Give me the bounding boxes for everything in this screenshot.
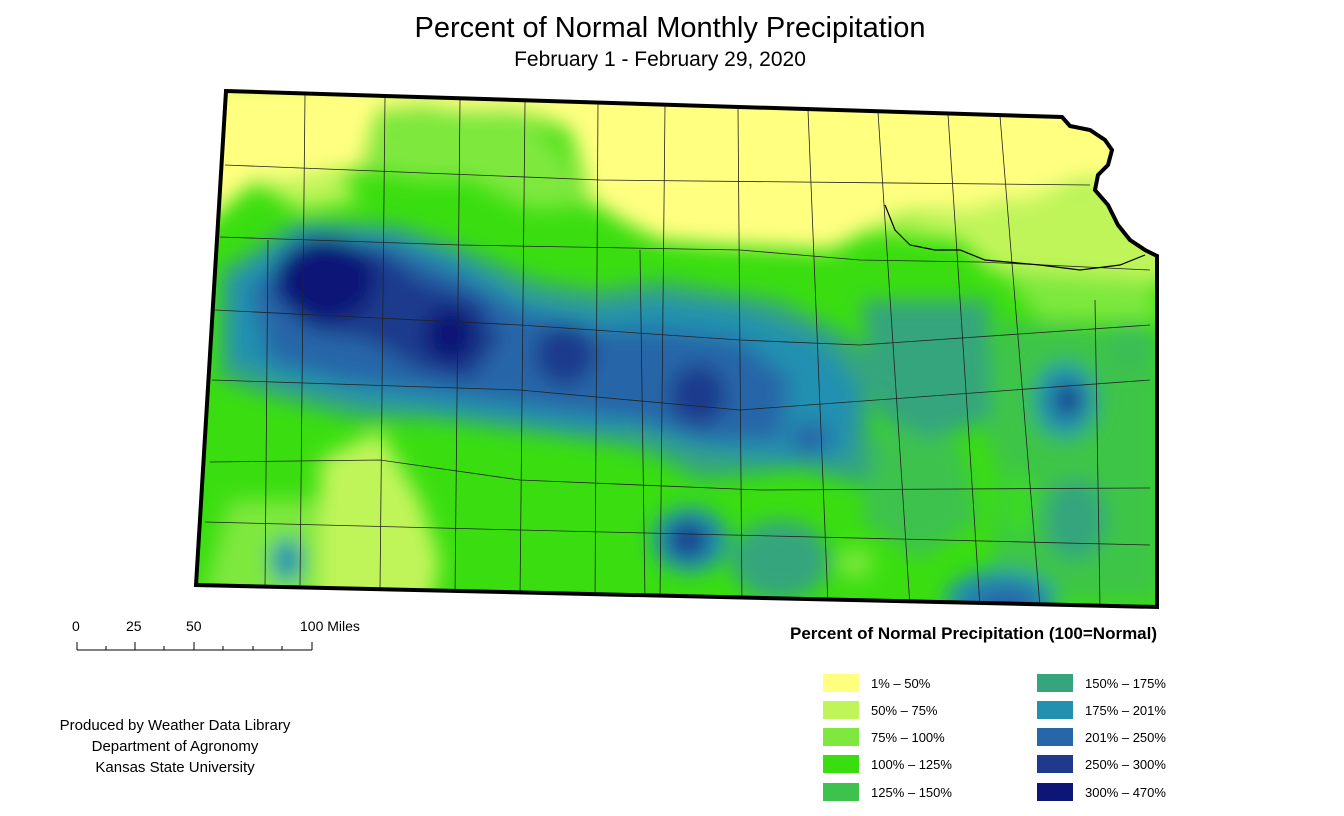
scale-label-50: 50: [186, 618, 202, 634]
map-subtitle: February 1 - February 29, 2020: [514, 48, 806, 71]
credit-line-2: Department of Agronomy: [91, 738, 259, 755]
state-border: [193, 88, 1159, 610]
legend-item: 150% – 175%: [1037, 673, 1166, 693]
river-line: [884, 204, 1146, 271]
legend-swatch: [1037, 783, 1073, 801]
legend-swatch: [1037, 755, 1073, 773]
legend-label: 300% – 470%: [1085, 784, 1166, 800]
legend-item: 100% – 125%: [823, 754, 952, 774]
legend-label: 1% – 50%: [871, 675, 931, 691]
legend-item: 125% – 150%: [823, 782, 952, 802]
legend-item: 201% – 250%: [1037, 727, 1166, 747]
legend-swatch: [823, 755, 859, 773]
legend-label: 100% – 125%: [871, 756, 952, 772]
legend-label: 125% – 150%: [871, 784, 952, 800]
county-lines: [204, 94, 1151, 607]
legend-swatch: [1037, 728, 1073, 746]
legend-label: 250% – 300%: [1085, 756, 1166, 772]
legend-swatch: [1037, 701, 1073, 719]
legend-title: Percent of Normal Precipitation (100=Nor…: [790, 624, 1158, 643]
credit-line-3: Kansas State University: [95, 759, 255, 776]
legend-item: 250% – 300%: [1037, 754, 1166, 774]
legend-label: 50% – 75%: [871, 702, 938, 718]
legend-item: 175% – 201%: [1037, 700, 1166, 720]
scale-bar: [76, 642, 313, 651]
legend-label: 175% – 201%: [1085, 702, 1166, 718]
legend-item: 50% – 75%: [823, 700, 938, 720]
credit-line-1: Produced by Weather Data Library: [59, 717, 291, 734]
scale-label-0: 0: [72, 618, 80, 634]
legend-swatch: [823, 728, 859, 746]
precipitation-surface: [196, 91, 1157, 607]
legend-item: 75% – 100%: [823, 727, 945, 747]
legend-swatch: [1037, 674, 1073, 692]
legend-item: 300% – 470%: [1037, 782, 1166, 802]
scale-label-25: 25: [126, 618, 142, 634]
legend-swatch: [823, 783, 859, 801]
legend-label: 75% – 100%: [871, 729, 945, 745]
map-title: Percent of Normal Monthly Precipitation: [414, 12, 926, 44]
legend-swatch: [823, 701, 859, 719]
legend-item: 1% – 50%: [823, 673, 930, 693]
scale-label-100: 100 Miles: [300, 618, 360, 634]
legend-label: 201% – 250%: [1085, 729, 1166, 745]
legend-label: 150% – 175%: [1085, 675, 1166, 691]
legend-swatch: [823, 674, 859, 692]
